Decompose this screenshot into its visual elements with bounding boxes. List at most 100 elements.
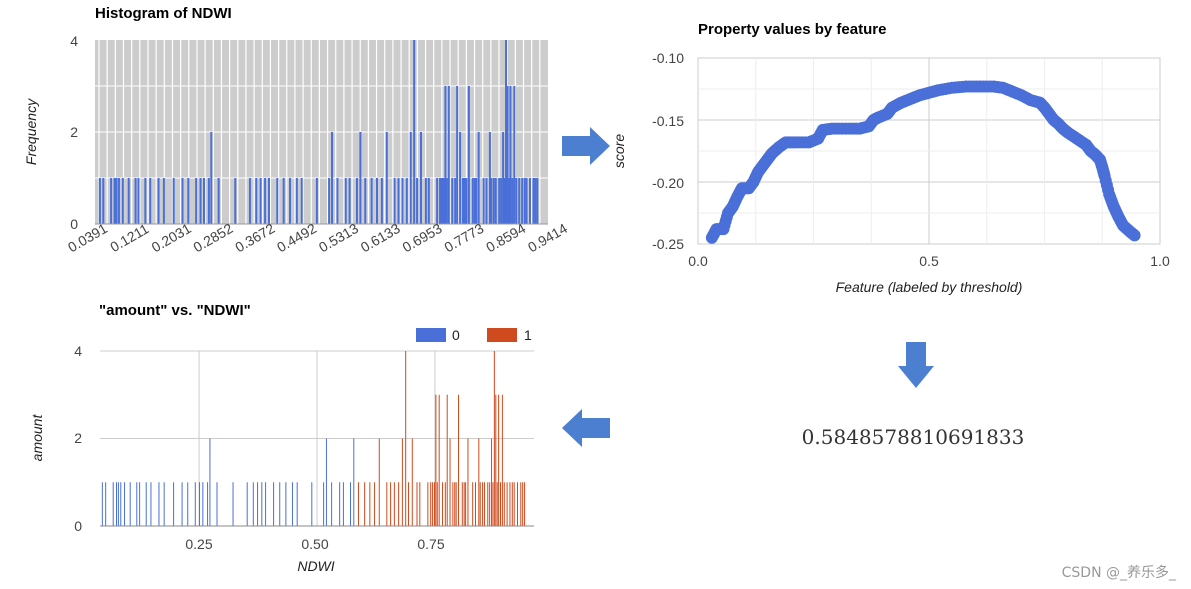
histogram-bar [405, 178, 408, 224]
legend-swatch-0 [416, 328, 446, 342]
histogram-bar [199, 178, 202, 224]
score-xtick-0: 0.0 [688, 253, 708, 269]
histogram-bar [234, 178, 237, 224]
arrow-right-icon [562, 127, 610, 165]
histogram-bar [424, 178, 427, 224]
histogram-bar [454, 178, 457, 224]
histogram-bar [505, 40, 508, 224]
histogram-bar [523, 178, 526, 224]
amount-ytick-0: 0 [74, 518, 82, 534]
histogram-bar [259, 178, 262, 224]
histogram-bar [248, 178, 251, 224]
histogram-bars [95, 40, 548, 225]
score-xtick-05: 0.5 [919, 253, 939, 269]
histogram-bar [441, 178, 444, 224]
histogram-bar [534, 178, 537, 224]
histogram-bar [300, 178, 303, 224]
histogram-bar [485, 178, 488, 224]
histogram-bar [465, 178, 468, 224]
histogram-bar [444, 86, 447, 224]
histogram-bar [506, 86, 509, 224]
amount-ytick-2: 2 [74, 430, 82, 446]
score-points [705, 80, 1141, 244]
histogram-bar [416, 178, 419, 224]
histogram-bar [511, 178, 514, 224]
histogram-bar [134, 178, 137, 224]
histogram-bar [482, 178, 485, 224]
histogram-bar [157, 178, 160, 224]
histogram-bar [515, 178, 518, 224]
watermark: CSDN @_养乐多_ [1062, 564, 1177, 581]
histogram-bar [488, 132, 491, 224]
histogram-bar [521, 178, 524, 224]
histogram-bar [500, 178, 503, 224]
amount-xtick-075: 0.75 [417, 536, 444, 552]
histogram-bar [289, 178, 292, 224]
histogram-bar [336, 178, 339, 224]
score-point [1128, 229, 1141, 242]
histogram-bar [295, 178, 298, 224]
histogram-bar [503, 178, 506, 224]
histogram-xtick: 0.5313 [316, 220, 361, 255]
amount-ytick-4: 4 [74, 343, 82, 359]
histogram-bar [370, 178, 373, 224]
histogram-ytick-4: 4 [70, 33, 78, 49]
histogram-bar [282, 178, 285, 224]
histogram-xtick: 0.8594 [483, 220, 528, 255]
arrow-left-icon [562, 409, 610, 447]
histogram-bar [462, 178, 465, 224]
histogram-bar [380, 178, 383, 224]
histogram-xticks: 0.03910.12110.20310.28520.36720.44920.53… [65, 220, 570, 255]
amount-grid [100, 350, 534, 526]
histogram-bar [144, 178, 147, 224]
histogram-ytick-2: 2 [70, 124, 78, 140]
histogram-bar [513, 86, 516, 224]
score-chart-title: Property values by feature [698, 21, 886, 38]
histogram-bar [477, 132, 480, 224]
histogram-bar [113, 178, 116, 224]
legend-label-0: 0 [452, 327, 460, 343]
histogram-xtick: 0.2852 [190, 220, 235, 255]
amount-legend: 0 1 [416, 327, 532, 343]
amount-ylabel: amount [29, 414, 45, 462]
histogram-bar [267, 178, 270, 224]
score-ytick-m010: -0.10 [652, 50, 684, 66]
histogram-bar [364, 178, 367, 224]
histogram-xtick: 0.7773 [441, 220, 486, 255]
histogram-xtick: 0.6953 [400, 220, 445, 255]
histogram-bar [376, 178, 379, 224]
histogram-bar [490, 178, 493, 224]
histogram-bar [507, 178, 510, 224]
score-ytick-m020: -0.20 [652, 175, 684, 191]
histogram-bar [331, 132, 334, 224]
histogram-bar [344, 178, 347, 224]
histogram-xtick: 0.2031 [149, 220, 194, 255]
histogram-ylabel: Frequency [23, 98, 39, 165]
histogram-bar [255, 178, 258, 224]
histogram-bar [528, 178, 531, 224]
histogram-bar [137, 178, 140, 224]
amount-chart: "amount" vs. "NDWI" 0 1 0 2 4 0.25 0.50 … [29, 302, 534, 574]
histogram-bar [498, 178, 501, 224]
histogram-bar [409, 132, 412, 224]
histogram-bar [187, 178, 190, 224]
histogram-bar [509, 86, 512, 224]
histogram-bar [348, 178, 351, 224]
histogram-bar [315, 178, 318, 224]
histogram-bar [276, 178, 279, 224]
legend-label-1: 1 [524, 327, 532, 343]
histogram-bar [397, 178, 400, 224]
amount-xlabel: NDWI [297, 558, 334, 574]
histogram-bar [536, 178, 539, 224]
result-value: 0.5848578810691833 [802, 425, 1025, 449]
histogram-bar [439, 178, 442, 224]
histogram-bar [172, 178, 175, 224]
histogram-bar [359, 132, 362, 224]
arrow-down-icon [898, 342, 934, 388]
amount-xtick-025: 0.25 [185, 536, 212, 552]
score-ytick-m025: -0.25 [652, 236, 684, 252]
amount-chart-title: "amount" vs. "NDWI" [99, 302, 251, 319]
histogram-bar [502, 132, 505, 224]
histogram-xtick: 0.1211 [107, 220, 151, 255]
histogram-bar [445, 178, 448, 224]
